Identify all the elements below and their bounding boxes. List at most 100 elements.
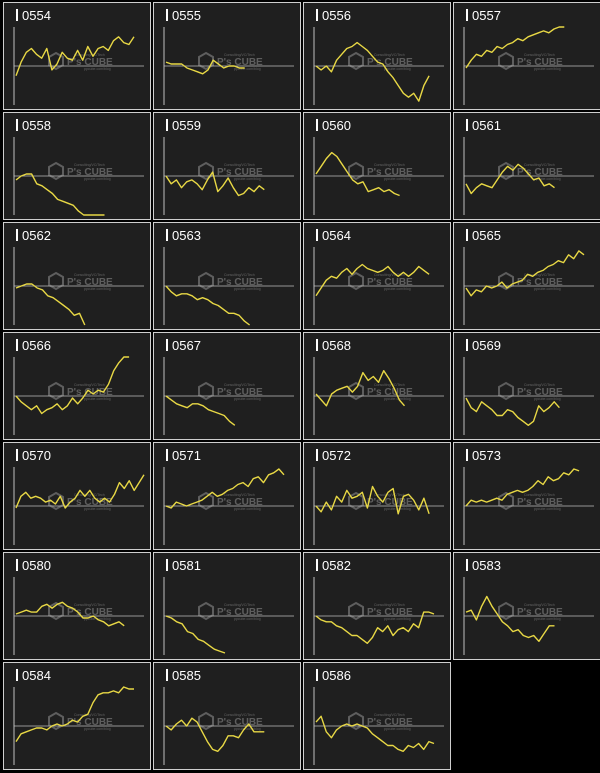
chart-title: 0561: [466, 118, 501, 134]
watermark-cube-icon: [48, 711, 64, 731]
chart-panel-0565: P's CUBE Consulting/VC/Tech ppcube.com/blo…: [453, 222, 600, 330]
watermark-cube-icon: [198, 711, 214, 731]
series-line-0582: [315, 611, 435, 645]
watermark-sub: ppcube.com/blog: [534, 507, 561, 511]
chart-panel-0562: P's CUBE Consulting/VC/Tech ppcube.com/blo…: [3, 222, 151, 330]
watermark-tagline: Consulting/VC/Tech: [524, 163, 555, 167]
watermark-cube-icon: [498, 161, 514, 181]
chart-title: 0570: [16, 448, 51, 464]
watermark-tagline: Consulting/VC/Tech: [74, 163, 105, 167]
watermark-cube-icon: [348, 51, 364, 71]
chart-title: 0572: [316, 448, 351, 464]
watermark-cube-icon: [348, 601, 364, 621]
watermark-brand: P's CUBE: [67, 717, 113, 728]
watermark-brand: P's CUBE: [217, 497, 263, 508]
watermark-cube-icon: [348, 161, 364, 181]
watermark-tagline: Consulting/VC/Tech: [374, 603, 405, 607]
watermark-brand: P's CUBE: [517, 497, 563, 508]
watermark-cube-icon: [498, 271, 514, 291]
watermark-sub: ppcube.com/blog: [84, 177, 111, 181]
watermark-logo: P's CUBEConsulting/VC/Techppcube.com/blo…: [48, 601, 113, 621]
series-line-0572: [315, 485, 430, 515]
watermark-brand: P's CUBE: [217, 607, 263, 618]
watermark-tagline: Consulting/VC/Tech: [224, 713, 255, 717]
watermark-logo: P's CUBEConsulting/VC/Techppcube.com/blo…: [348, 711, 413, 731]
chart-title: 0586: [316, 668, 351, 684]
watermark-sub: ppcube.com/blog: [534, 67, 561, 71]
watermark-brand: P's CUBE: [517, 57, 563, 68]
chart-panel-0554: P's CUBE Consulting/VC/Tech ppcube.com/blo…: [3, 2, 151, 110]
chart-panel-0561: P's CUBE Consulting/VC/Tech ppcube.com/blo…: [453, 112, 600, 220]
watermark-brand: P's CUBE: [217, 277, 263, 288]
chart-title: 0567: [166, 338, 201, 354]
chart-title: 0568: [316, 338, 351, 354]
watermark-cube-icon: [498, 491, 514, 511]
watermark-cube-icon: [498, 381, 514, 401]
watermark-cube-icon: [198, 601, 214, 621]
chart-title: 0562: [16, 228, 51, 244]
watermark-brand: P's CUBE: [217, 387, 263, 398]
watermark-sub: ppcube.com/blog: [384, 617, 411, 621]
watermark-sub: ppcube.com/blog: [234, 507, 261, 511]
chart-panel-0570: P's CUBE Consulting/VC/Tech ppcube.com/blo…: [3, 442, 151, 550]
watermark-sub: ppcube.com/blog: [234, 397, 261, 401]
watermark-tagline: Consulting/VC/Tech: [224, 603, 255, 607]
watermark-logo: P's CUBEConsulting/VC/Techppcube.com/blo…: [48, 271, 113, 291]
series-line-0567: [165, 395, 236, 426]
chart-title: 0582: [316, 558, 351, 574]
chart-title: 0554: [16, 8, 51, 24]
chart-panel-0586: P's CUBE Consulting/VC/Tech ppcube.com/blo…: [303, 662, 451, 770]
watermark-brand: P's CUBE: [367, 607, 413, 618]
watermark-brand: P's CUBE: [67, 167, 113, 178]
watermark-logo: P's CUBEConsulting/VC/Techppcube.com/blo…: [348, 381, 413, 401]
chart-panel-0585: P's CUBE Consulting/VC/Tech ppcube.com/blo…: [153, 662, 301, 770]
chart-panel-0568: P's CUBE Consulting/VC/Tech ppcube.com/blo…: [303, 332, 451, 440]
watermark-tagline: Consulting/VC/Tech: [374, 53, 405, 57]
watermark-sub: ppcube.com/blog: [384, 397, 411, 401]
series-line-0583: [465, 595, 555, 643]
watermark-logo: P's CUBEConsulting/VC/Techppcube.com/blo…: [498, 51, 563, 71]
watermark-sub: ppcube.com/blog: [534, 177, 561, 181]
watermark-cube-icon: [498, 601, 514, 621]
watermark-tagline: Consulting/VC/Tech: [524, 273, 555, 277]
series-line-0565: [465, 250, 585, 297]
watermark-brand: P's CUBE: [517, 167, 563, 178]
series-line-0563: [165, 285, 251, 326]
series-line-0560: [315, 151, 400, 197]
watermark-tagline: Consulting/VC/Tech: [374, 273, 405, 277]
watermark-tagline: Consulting/VC/Tech: [524, 603, 555, 607]
chart-panel-0556: P's CUBE Consulting/VC/Tech ppcube.com/blo…: [303, 2, 451, 110]
watermark-tagline: Consulting/VC/Tech: [224, 383, 255, 387]
watermark-cube-icon: [348, 381, 364, 401]
watermark-logo: P's CUBEConsulting/VC/Techppcube.com/blo…: [198, 491, 263, 511]
watermark-sub: ppcube.com/blog: [534, 287, 561, 291]
watermark-logo: P's CUBEConsulting/VC/Techppcube.com/blo…: [48, 711, 113, 731]
watermark-sub: ppcube.com/blog: [234, 287, 261, 291]
watermark-brand: P's CUBE: [367, 277, 413, 288]
series-line-0564: [315, 263, 430, 297]
series-line-0581: [165, 615, 226, 654]
watermark-brand: P's CUBE: [217, 717, 263, 728]
watermark-tagline: Consulting/VC/Tech: [374, 493, 405, 497]
series-line-0555: [165, 59, 245, 75]
series-line-0554: [15, 36, 135, 77]
chart-title: 0581: [166, 558, 201, 574]
watermark-cube-icon: [48, 601, 64, 621]
series-line-0569: [465, 397, 560, 427]
watermark-cube-icon: [348, 271, 364, 291]
